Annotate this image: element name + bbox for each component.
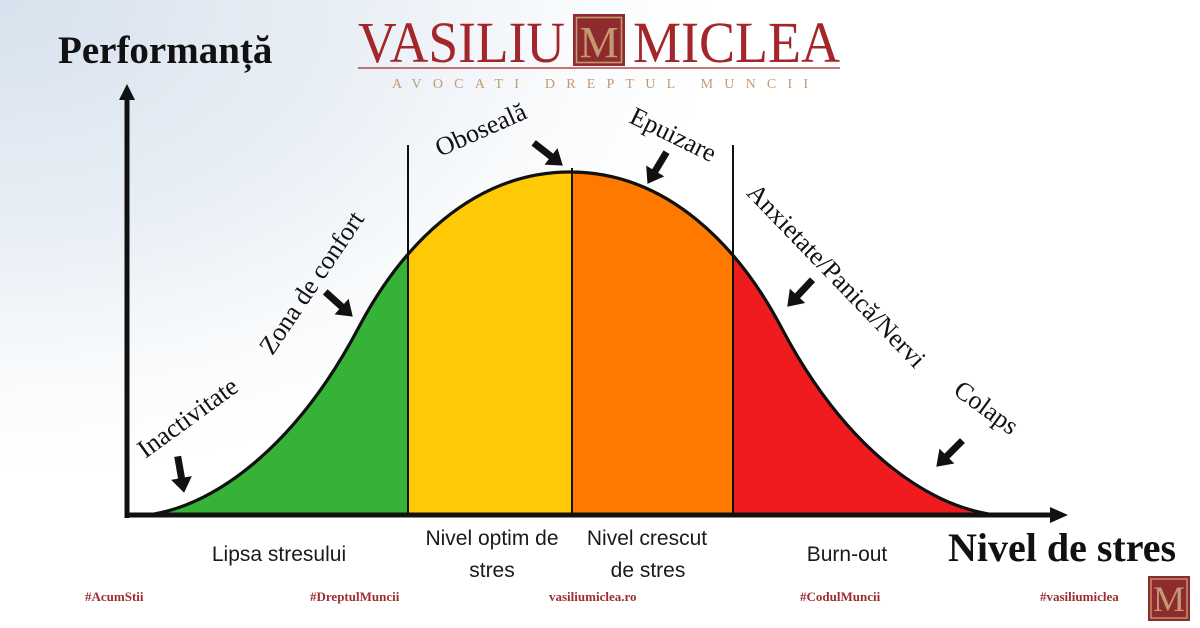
arrow-epuizare-icon xyxy=(638,146,676,190)
zone-label-nivel-crescut-line2: de stres xyxy=(611,559,686,582)
logo-name-right: MICLEA xyxy=(633,10,840,75)
x-axis-arrowhead xyxy=(1050,507,1068,523)
arrow-inactivitate-icon xyxy=(167,454,195,495)
zone-labels: Lipsa stresului Nivel optim de stres Niv… xyxy=(212,527,888,582)
logo-monogram-badge: M xyxy=(573,14,625,67)
monogram-box xyxy=(573,14,625,66)
zone-label-burn-out: Burn-out xyxy=(807,543,888,566)
corner-monogram-letter: M xyxy=(1153,579,1185,619)
monogram-border xyxy=(575,16,623,64)
corner-logo-badge: M xyxy=(1148,576,1190,621)
footer-tag-codulmuncii: #CodulMuncii xyxy=(800,589,881,604)
monogram-letter: M xyxy=(579,18,618,67)
zone-nivel-crescut-fill xyxy=(572,172,733,515)
zone-dividers xyxy=(407,145,734,515)
corner-monogram-border xyxy=(1150,578,1188,619)
stage-label-inactivitate: Inactivitate xyxy=(132,371,244,463)
footer-tag-acumstii: #AcumStii xyxy=(85,589,144,604)
footer-tags: #AcumStii #DreptulMuncii vasiliumiclea.r… xyxy=(85,589,1119,604)
stage-label-colaps: Colaps xyxy=(949,375,1024,441)
performance-curve xyxy=(147,170,996,517)
arrow-zona-de-confort-icon xyxy=(318,284,360,325)
arrow-colaps-icon xyxy=(928,433,970,475)
y-axis-arrowhead xyxy=(119,84,135,100)
zone-label-nivel-optim-line1: Nivel optim de xyxy=(425,527,558,550)
zone-label-nivel-crescut-line1: Nivel crescut xyxy=(587,527,707,550)
zone-label-nivel-optim-line2: stres xyxy=(469,559,515,582)
zone-nivel-optim-fill xyxy=(408,172,572,515)
axes xyxy=(119,84,1068,523)
y-axis-title: Performanță xyxy=(58,29,272,73)
logo-name-left: VASILIU xyxy=(358,10,565,75)
stage-label-epuizare: Epuizare xyxy=(625,101,721,168)
footer-tag-dreptulmuncii: #DreptulMuncii xyxy=(310,589,400,604)
zone-label-lipsa-stresului: Lipsa stresului xyxy=(212,543,346,566)
arrow-anxietate-icon xyxy=(779,272,821,314)
x-axis-title: Nivel de stres xyxy=(948,525,1176,570)
stage-label-oboseala: Oboseală xyxy=(431,96,532,162)
footer-tag-vasiliumiclea: #vasiliumiclea xyxy=(1040,589,1119,604)
footer-website: vasiliumiclea.ro xyxy=(549,589,637,604)
brand-logo: VASILIU M MICLEA AVOCATI DREPTUL MUNCII xyxy=(358,10,840,92)
corner-monogram-box xyxy=(1148,576,1190,621)
logo-tagline: AVOCATI DREPTUL MUNCII xyxy=(392,77,808,92)
arrow-oboseala-icon xyxy=(527,134,570,174)
